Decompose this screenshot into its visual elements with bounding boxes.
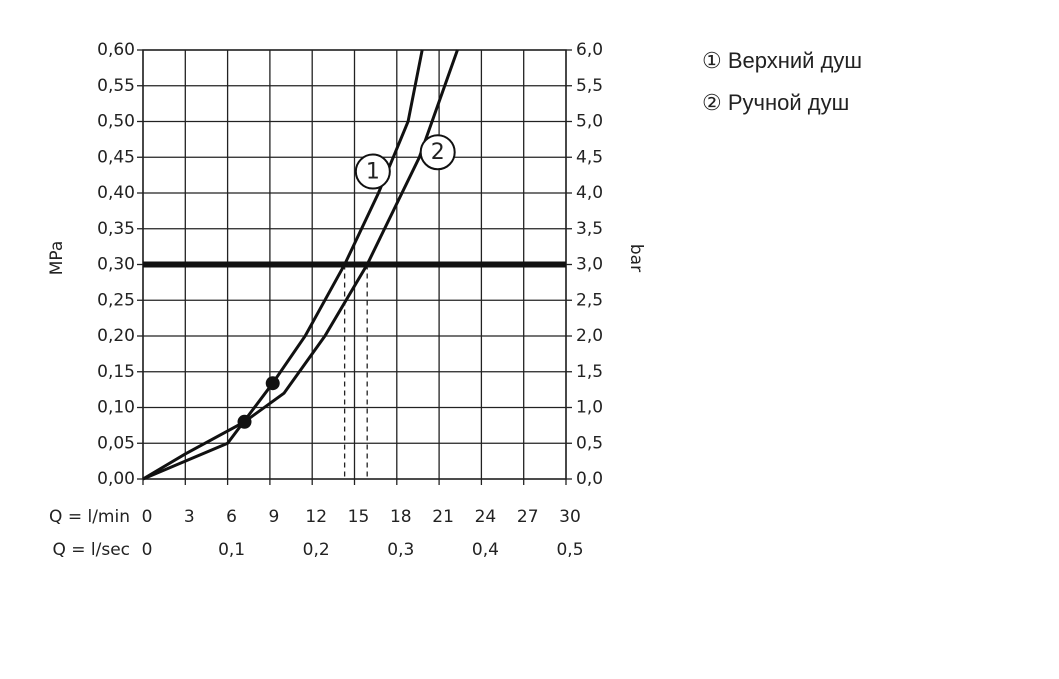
y-tick-label: 0,45 xyxy=(97,147,135,167)
y2-tick-label: 1,0 xyxy=(576,398,603,418)
y-tick-label: 0,30 xyxy=(97,255,135,275)
legend-entry: ① Верхний душ xyxy=(702,48,862,73)
y2-tick-label: 5,0 xyxy=(576,112,603,132)
series-line xyxy=(142,49,424,481)
point-marker xyxy=(237,414,252,429)
curve-label: 2 xyxy=(431,140,445,165)
y2-tick-label: 3,0 xyxy=(576,255,603,275)
x-tick-label: 27 xyxy=(517,507,539,527)
point-marker xyxy=(265,376,280,391)
x-tick-label: 18 xyxy=(390,507,412,527)
x-tick-label: 21 xyxy=(432,507,454,527)
curve-label-circle xyxy=(419,134,456,171)
x2-axis-label: Q = l/sec xyxy=(52,540,130,560)
y2-axis-label: bar xyxy=(626,244,646,272)
y2-tick-label: 4,0 xyxy=(576,183,603,203)
x-tick-label: 15 xyxy=(348,507,370,527)
y-tick-label: 0,40 xyxy=(97,183,135,203)
x2-tick-label: 0,5 xyxy=(556,540,583,560)
y-tick-label: 0,15 xyxy=(97,362,135,382)
y-tick-label: 0,05 xyxy=(97,433,135,453)
legend-entry: ② Ручной душ xyxy=(702,90,849,115)
x-tick-label: 12 xyxy=(305,507,327,527)
x-tick-label: 6 xyxy=(226,507,237,527)
x-tick-label: 0 xyxy=(142,507,153,527)
y-tick-label: 0,35 xyxy=(97,219,135,239)
x-tick-label: 3 xyxy=(184,507,195,527)
y-tick-label: 0,60 xyxy=(97,40,135,60)
curve-label: 1 xyxy=(366,160,380,185)
y2-tick-label: 6,0 xyxy=(576,40,603,60)
y2-tick-label: 1,5 xyxy=(576,362,603,382)
series-line xyxy=(142,49,459,481)
y2-tick-label: 0,5 xyxy=(576,433,603,453)
y2-tick-label: 4,5 xyxy=(576,147,603,167)
x-tick-label: 24 xyxy=(475,507,497,527)
y2-tick-label: 0,0 xyxy=(576,469,603,489)
x2-tick-label: 0,2 xyxy=(303,540,330,560)
y-tick-label: 0,25 xyxy=(97,290,135,310)
x2-tick-label: 0,4 xyxy=(472,540,499,560)
y-tick-label: 0,50 xyxy=(97,112,135,132)
y-tick-label: 0,00 xyxy=(97,469,135,489)
y2-tick-label: 3,5 xyxy=(576,219,603,239)
y-tick-label: 0,20 xyxy=(97,326,135,346)
y-axis-label: MPa xyxy=(47,241,67,276)
curve-label-circle xyxy=(354,153,391,190)
x2-tick-label: 0,3 xyxy=(387,540,414,560)
x2-tick-label: 0 xyxy=(142,540,153,560)
y-tick-label: 0,10 xyxy=(97,398,135,418)
x2-tick-label: 0,1 xyxy=(218,540,245,560)
x-tick-label: 9 xyxy=(268,507,279,527)
x-axis-label: Q = l/min xyxy=(49,507,130,527)
y2-tick-label: 5,5 xyxy=(576,76,603,96)
y2-tick-label: 2,5 xyxy=(576,290,603,310)
y2-tick-label: 2,0 xyxy=(576,326,603,346)
x-tick-label: 30 xyxy=(559,507,581,527)
y-tick-label: 0,55 xyxy=(97,76,135,96)
